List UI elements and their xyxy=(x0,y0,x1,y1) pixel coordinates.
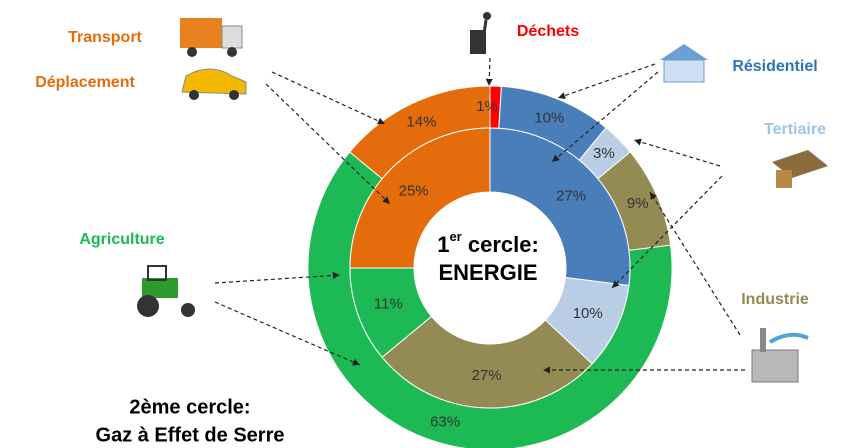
outer-label-line2: Gaz à Effet de Serre xyxy=(96,424,285,446)
value-label: 1% xyxy=(476,98,498,115)
value-label: 14% xyxy=(406,113,436,130)
value-label: 9% xyxy=(627,195,649,212)
value-label: 27% xyxy=(556,188,586,205)
center-rest: cercle: xyxy=(462,232,539,257)
category-label: Déchets xyxy=(517,23,579,40)
center-number: 1 xyxy=(437,232,449,257)
leader-line xyxy=(557,63,656,100)
value-label: 10% xyxy=(534,109,564,126)
leader-lines xyxy=(214,57,745,374)
category-label: Déplacement xyxy=(35,74,135,91)
leader-line xyxy=(214,301,361,366)
center-label-line2: ENERGIE xyxy=(438,260,537,285)
house-icon xyxy=(660,44,708,83)
category-label: Tertiaire xyxy=(764,121,826,138)
leader-line xyxy=(551,71,659,163)
leader-line xyxy=(485,57,493,87)
category-label: Résidentiel xyxy=(732,58,817,75)
desk-icon xyxy=(772,150,828,188)
segment xyxy=(489,127,631,287)
segment xyxy=(349,127,491,269)
value-label: 11% xyxy=(374,296,403,313)
category-label: Transport xyxy=(68,29,142,46)
outer-label-line1: 2ème cercle: xyxy=(129,396,250,418)
icons xyxy=(137,12,828,383)
factory-icon xyxy=(751,328,809,383)
category-label: Industrie xyxy=(741,291,809,308)
center-sup: er xyxy=(449,229,461,244)
car-icon xyxy=(181,68,247,100)
rings xyxy=(307,85,673,448)
truck-icon xyxy=(180,18,243,57)
category-label: Agriculture xyxy=(79,231,164,248)
bin-icon xyxy=(470,12,491,54)
value-label: 10% xyxy=(573,305,603,322)
leader-line xyxy=(611,175,723,289)
center-label: 1er cercle: xyxy=(437,229,539,256)
leader-line xyxy=(633,138,721,167)
leader-line xyxy=(649,191,741,336)
segment xyxy=(381,315,593,409)
value-label: 25% xyxy=(399,183,429,200)
leader-line xyxy=(265,83,391,205)
leader-line xyxy=(271,71,386,125)
value-label: 3% xyxy=(593,145,615,162)
tractor-icon xyxy=(137,265,195,317)
value-label: 63% xyxy=(430,414,460,431)
value-label: 27% xyxy=(472,367,502,384)
